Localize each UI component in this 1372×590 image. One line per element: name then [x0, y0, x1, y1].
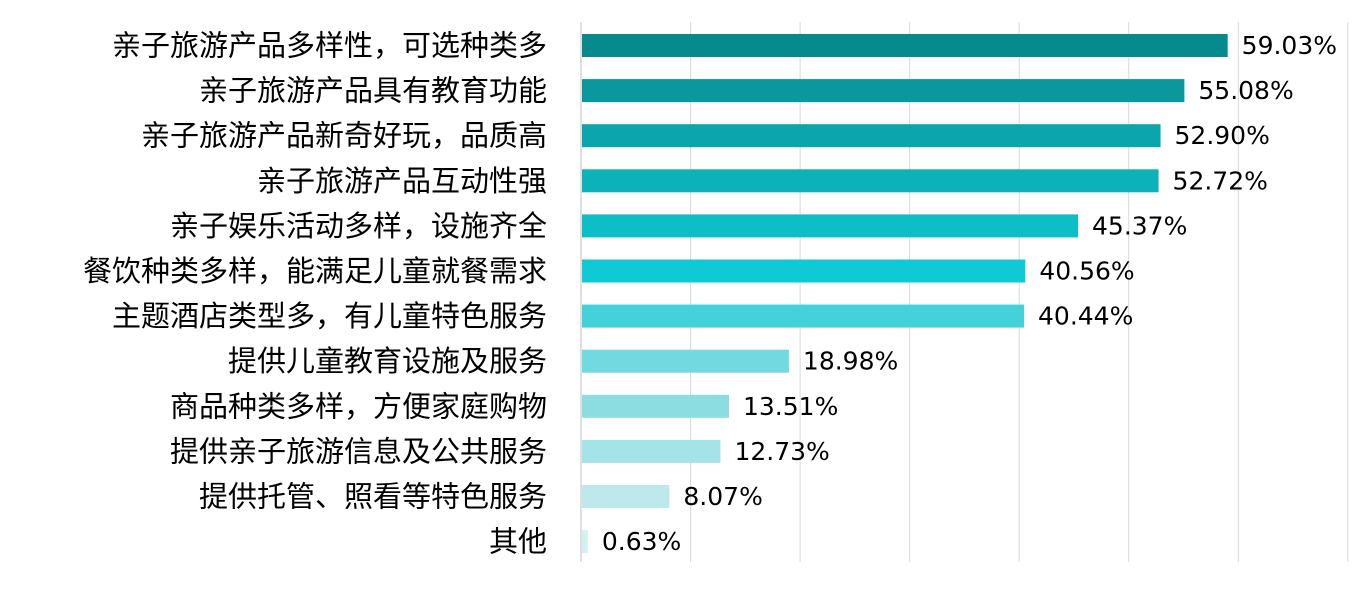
category-label: 商品种类多样，方便家庭购物 [170, 389, 547, 423]
bar [582, 214, 1079, 238]
category-label: 提供托管、照看等特色服务 [199, 480, 547, 514]
bar [582, 485, 670, 508]
category-label: 亲子旅游产品具有教育功能 [199, 74, 547, 108]
data-label: 45.37% [1092, 211, 1187, 240]
data-label: 52.90% [1175, 121, 1270, 150]
bar [582, 304, 1025, 328]
data-label: 18.98% [803, 347, 898, 376]
category-label: 提供儿童教育设施及服务 [228, 344, 547, 378]
category-label: 餐饮种类多样，能满足儿童就餐需求 [83, 254, 547, 288]
data-label: 12.73% [734, 437, 829, 466]
category-label: 亲子娱乐活动多样，设施齐全 [170, 209, 547, 243]
data-label: 0.63% [602, 527, 681, 556]
data-label: 59.03% [1242, 31, 1337, 60]
category-label: 主题酒店类型多，有儿童特色服务 [112, 299, 547, 333]
data-label: 52.72% [1173, 166, 1268, 195]
bar [582, 439, 721, 463]
category-label: 亲子旅游产品互动性强 [257, 164, 547, 198]
bar [582, 349, 789, 373]
bar [582, 169, 1159, 193]
bar [582, 530, 588, 554]
data-label: 40.44% [1038, 302, 1133, 331]
data-label: 13.51% [743, 392, 838, 421]
bar [582, 79, 1185, 103]
bar [582, 259, 1026, 283]
category-labels: 亲子旅游产品多样性，可选种类多亲子旅游产品具有教育功能亲子旅游产品新奇好玩，品质… [83, 29, 547, 559]
category-label: 亲子旅游产品多样性，可选种类多 [112, 29, 547, 63]
bar [582, 124, 1161, 148]
bar [582, 394, 730, 418]
value-labels: 59.03% 55.08% 52.90% 52.72% 45.37% 40.56% 40.4… [602, 31, 1337, 556]
data-label: 40.56% [1039, 257, 1134, 286]
bars [582, 34, 1228, 554]
category-label: 亲子旅游产品新奇好玩，品质高 [141, 119, 547, 153]
data-label: 8.07% [683, 482, 762, 511]
data-label: 55.08% [1198, 76, 1293, 105]
category-label: 其他 [489, 525, 547, 559]
gridlines [580, 22, 1349, 562]
category-label: 提供亲子旅游信息及公共服务 [170, 434, 547, 468]
bar [582, 34, 1228, 57]
